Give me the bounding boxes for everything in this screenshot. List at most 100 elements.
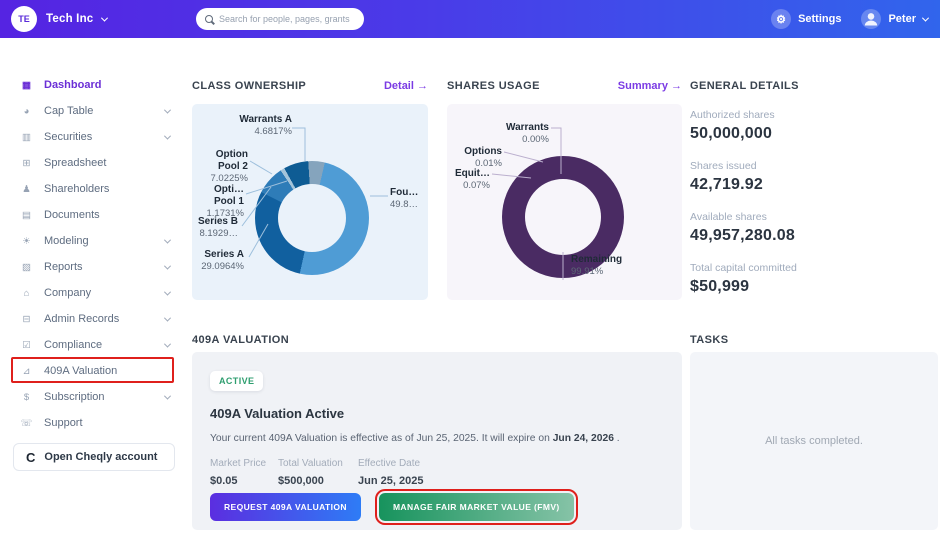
class-ownership-header: CLASS OWNERSHIP Detail → [192, 80, 428, 92]
sidebar-item-label: Shareholders [44, 183, 110, 195]
main-content: CLASS OWNERSHIP Detail → Warrants A 4.68… [186, 38, 940, 540]
sidebar-item-label: Subscription [44, 391, 105, 403]
detail-total-capital-committed: Total capital committed $50,999 [690, 262, 797, 295]
general-details-panel: GENERAL DETAILS Authorized shares 50,000… [690, 80, 938, 313]
sidebar-item-company[interactable]: ⌂ Company [0, 280, 186, 306]
settings-label: Settings [798, 13, 842, 25]
open-cheqly-account-label: Open Cheqly account [44, 451, 158, 463]
pie-label-option-pool-1: Opti… Pool 1 1.1731% [206, 184, 244, 219]
sidebar-item-reports[interactable]: ▨ Reports [0, 254, 186, 280]
company-name: Tech Inc [46, 13, 94, 25]
chevron-down-icon [163, 262, 172, 270]
chevron-down-icon [163, 392, 172, 400]
cheqly-logo-icon: C [26, 449, 36, 465]
sidebar-item-cap-table[interactable]: ◕ Cap Table [0, 98, 186, 124]
chevron-down-icon [163, 340, 172, 348]
class-ownership-chart-card: Warrants A 4.6817% Option Pool 2 7.0225%… [192, 104, 428, 300]
sidebar-item-compliance[interactable]: ☑ Compliance [0, 332, 186, 358]
pie-label-options: Options 0.01% [464, 146, 502, 169]
top-bar: TE Tech Inc ⚙ Settings Peter [0, 0, 940, 38]
person-icon [865, 13, 878, 26]
request-409a-valuation-button[interactable]: REQUEST 409A VALUATION [210, 493, 361, 521]
company-avatar: TE [11, 6, 37, 32]
sidebar-item-label: 409A Valuation [44, 365, 118, 377]
valuation-card: ACTIVE 409A Valuation Active Your curren… [192, 352, 682, 530]
top-right-menu: ⚙ Settings Peter [771, 0, 930, 38]
shares-usage-title: SHARES USAGE [447, 80, 540, 92]
detail-available-shares: Available shares 49,957,280.08 [690, 211, 795, 244]
sidebar-item-admin-records[interactable]: ⊟ Admin Records [0, 306, 186, 332]
shares-usage-summary-link[interactable]: Summary → [617, 80, 682, 92]
bar-chart-icon: ⊿ [22, 365, 31, 377]
tasks-empty-message: All tasks completed. [765, 435, 863, 447]
sidebar-item-spreadsheet[interactable]: ⊞ Spreadsheet [0, 150, 186, 176]
sidebar-item-shareholders[interactable]: ♟ Shareholders [0, 176, 186, 202]
company-switcher[interactable]: TE Tech Inc [0, 6, 109, 32]
tasks-title: TASKS [690, 334, 729, 346]
donut-hole [525, 179, 601, 255]
open-cheqly-account-button[interactable]: C Open Cheqly account [13, 443, 175, 471]
sidebar-item-documents[interactable]: ▤ Documents [0, 202, 186, 228]
shield-check-icon: ☑ [22, 339, 31, 351]
pie-label-founders: Fou… 49.8… [390, 187, 419, 210]
lightbulb-icon: ☀ [22, 235, 31, 247]
sidebar-item-label: Modeling [44, 235, 89, 247]
sidebar-item-support[interactable]: ☏ Support [0, 410, 186, 436]
sidebar-item-subscription[interactable]: $ Subscription [0, 384, 186, 410]
sidebar-item-label: Admin Records [44, 313, 120, 325]
shares-usage-chart-card: Warrants 0.00% Options 0.01% Equit… 0.07… [447, 104, 682, 300]
tasks-card: All tasks completed. [690, 352, 938, 530]
tasks-header: TASKS [690, 334, 938, 346]
sidebar-item-label: Company [44, 287, 92, 299]
donut-hole [278, 184, 346, 252]
user-avatar [861, 9, 882, 29]
chevron-down-icon [921, 14, 930, 22]
pie-label-warrants: Warrants 0.00% [506, 122, 549, 145]
user-name: Peter [888, 13, 916, 25]
valuation-description: Your current 409A Valuation is effective… [210, 433, 620, 444]
chevron-down-icon [163, 314, 172, 322]
sidebar-item-modeling[interactable]: ☀ Modeling [0, 228, 186, 254]
support-icon: ☏ [20, 417, 33, 429]
sidebar-item-label: Spreadsheet [44, 157, 107, 169]
chevron-down-icon [101, 14, 109, 22]
cap-table-icon: ◕ [23, 105, 30, 117]
chevron-down-icon [163, 236, 172, 244]
stat-market-price: Market Price $0.05 [210, 458, 267, 487]
spreadsheet-icon: ⊞ [22, 157, 31, 169]
sidebar-item-securities[interactable]: ▥ Securities [0, 124, 186, 150]
class-ownership-detail-link[interactable]: Detail → [383, 80, 428, 92]
class-ownership-title: CLASS OWNERSHIP [192, 80, 307, 92]
valuation-stats: Market Price $0.05 Total Valuation $500,… [210, 458, 423, 487]
user-menu[interactable]: Peter [861, 9, 930, 29]
sidebar-item-label: Support [44, 417, 83, 429]
pie-label-warrants-a: Warrants A 4.6817% [239, 114, 292, 137]
sidebar-item-label: Reports [44, 261, 83, 273]
documents-icon: ▤ [22, 209, 31, 221]
settings-button[interactable]: ⚙ Settings [771, 9, 841, 29]
sidebar: ▦ Dashboard ◕ Cap Table ▥ Securities ⊞ S… [0, 38, 186, 540]
chevron-down-icon [163, 288, 172, 296]
stat-effective-date: Effective Date Jun 25, 2025 [358, 458, 424, 487]
search-box[interactable] [196, 8, 364, 30]
manage-fmv-button[interactable]: MANAGE FAIR MARKET VALUE (FMV) [374, 489, 578, 525]
valuation-title: 409A VALUATION [192, 334, 290, 346]
dashboard-icon: ▦ [22, 79, 31, 91]
detail-authorized-shares: Authorized shares 50,000,000 [690, 109, 775, 142]
pie-label-series-b: Series B 8.1929… [197, 216, 238, 239]
sidebar-item-dashboard[interactable]: ▦ Dashboard [0, 72, 186, 98]
general-details-title: GENERAL DETAILS [690, 80, 799, 92]
status-badge: ACTIVE [210, 371, 264, 391]
sidebar-item-409a-valuation[interactable]: ⊿ 409A Valuation [0, 358, 186, 384]
pie-label-remaining: Remaining 99.91% [571, 254, 623, 277]
pie-label-series-a: Series A 29.0964% [201, 249, 244, 272]
sidebar-item-label: Dashboard [44, 79, 102, 91]
valuation-heading: 409A Valuation Active [210, 406, 345, 421]
dollar-icon: $ [23, 391, 30, 403]
securities-icon: ▥ [22, 131, 31, 143]
arrow-right-icon: → [417, 80, 428, 92]
shares-usage-header: SHARES USAGE Summary → [447, 80, 682, 92]
pie-label-option-pool-2: Option Pool 2 7.0225% [210, 149, 248, 184]
valuation-header: 409A VALUATION [192, 334, 682, 346]
search-input[interactable] [219, 14, 355, 24]
